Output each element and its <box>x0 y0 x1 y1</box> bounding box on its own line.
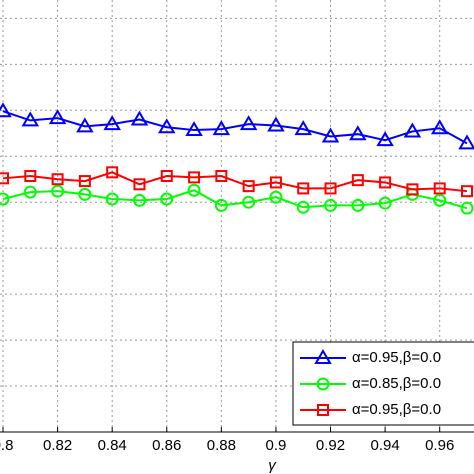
x-tick-label: 0.94 <box>371 437 400 454</box>
marker <box>188 171 201 184</box>
marker <box>460 201 474 215</box>
marker <box>215 170 228 183</box>
marker <box>324 182 337 195</box>
marker <box>378 196 392 210</box>
marker <box>105 192 119 206</box>
marker <box>316 377 330 391</box>
marker <box>296 200 310 214</box>
marker <box>406 183 419 196</box>
marker <box>23 185 37 199</box>
series-line <box>2 110 468 145</box>
marker <box>242 180 255 193</box>
marker <box>160 170 173 183</box>
marker <box>0 102 12 118</box>
marker <box>76 117 94 133</box>
marker <box>294 120 312 136</box>
marker <box>78 187 92 201</box>
legend-label: α=0.95,β=0.0 <box>352 349 441 366</box>
marker <box>24 170 37 183</box>
x-tick-label: 0.9 <box>266 437 287 454</box>
marker <box>242 195 256 209</box>
marker <box>379 176 392 189</box>
marker <box>321 127 340 143</box>
marker <box>214 198 228 212</box>
marker <box>51 173 64 186</box>
marker <box>212 120 231 136</box>
marker <box>269 176 282 189</box>
marker <box>433 182 446 195</box>
marker <box>103 115 121 131</box>
marker <box>78 175 91 188</box>
marker <box>158 118 176 134</box>
marker <box>433 193 447 207</box>
marker <box>185 121 203 137</box>
marker <box>317 404 329 416</box>
series-line <box>2 171 468 193</box>
x-tick-label: 0.96 <box>425 437 454 454</box>
legend-label: α=0.95,β=0.0 <box>352 401 441 418</box>
series-line <box>2 189 468 210</box>
legend-label: α=0.85,β=0.0 <box>352 375 441 392</box>
marker <box>314 349 332 364</box>
x-tick-label: 0.86 <box>152 437 181 454</box>
x-axis-label: γ <box>268 457 277 474</box>
marker <box>351 198 365 212</box>
legend: α=0.95,β=0.0 α=0.85,β=0.0 α=0.95,β=0.0 <box>292 341 474 426</box>
marker <box>0 172 9 185</box>
marker <box>430 119 449 135</box>
marker <box>0 192 10 206</box>
marker <box>187 183 201 197</box>
marker <box>376 131 394 147</box>
x-tick-label: 0.88 <box>207 437 236 454</box>
marker <box>132 193 146 207</box>
x-tick-label: 0.84 <box>98 437 127 454</box>
marker <box>130 110 149 126</box>
marker <box>51 184 65 198</box>
marker <box>297 182 310 195</box>
x-tick-label: 0.82 <box>43 437 72 454</box>
marker <box>133 178 146 191</box>
marker <box>21 111 40 127</box>
marker <box>403 122 422 138</box>
marker <box>160 192 174 206</box>
marker <box>267 116 285 132</box>
marker <box>48 109 67 125</box>
marker <box>349 125 367 141</box>
x-tick-label: 0.8 <box>0 437 13 454</box>
marker <box>461 185 473 198</box>
marker <box>351 174 364 187</box>
marker <box>239 115 258 131</box>
marker <box>106 166 119 179</box>
x-tick-label: 0.92 <box>316 437 345 454</box>
marker <box>324 198 338 212</box>
marker <box>269 190 283 204</box>
marker <box>458 134 474 150</box>
